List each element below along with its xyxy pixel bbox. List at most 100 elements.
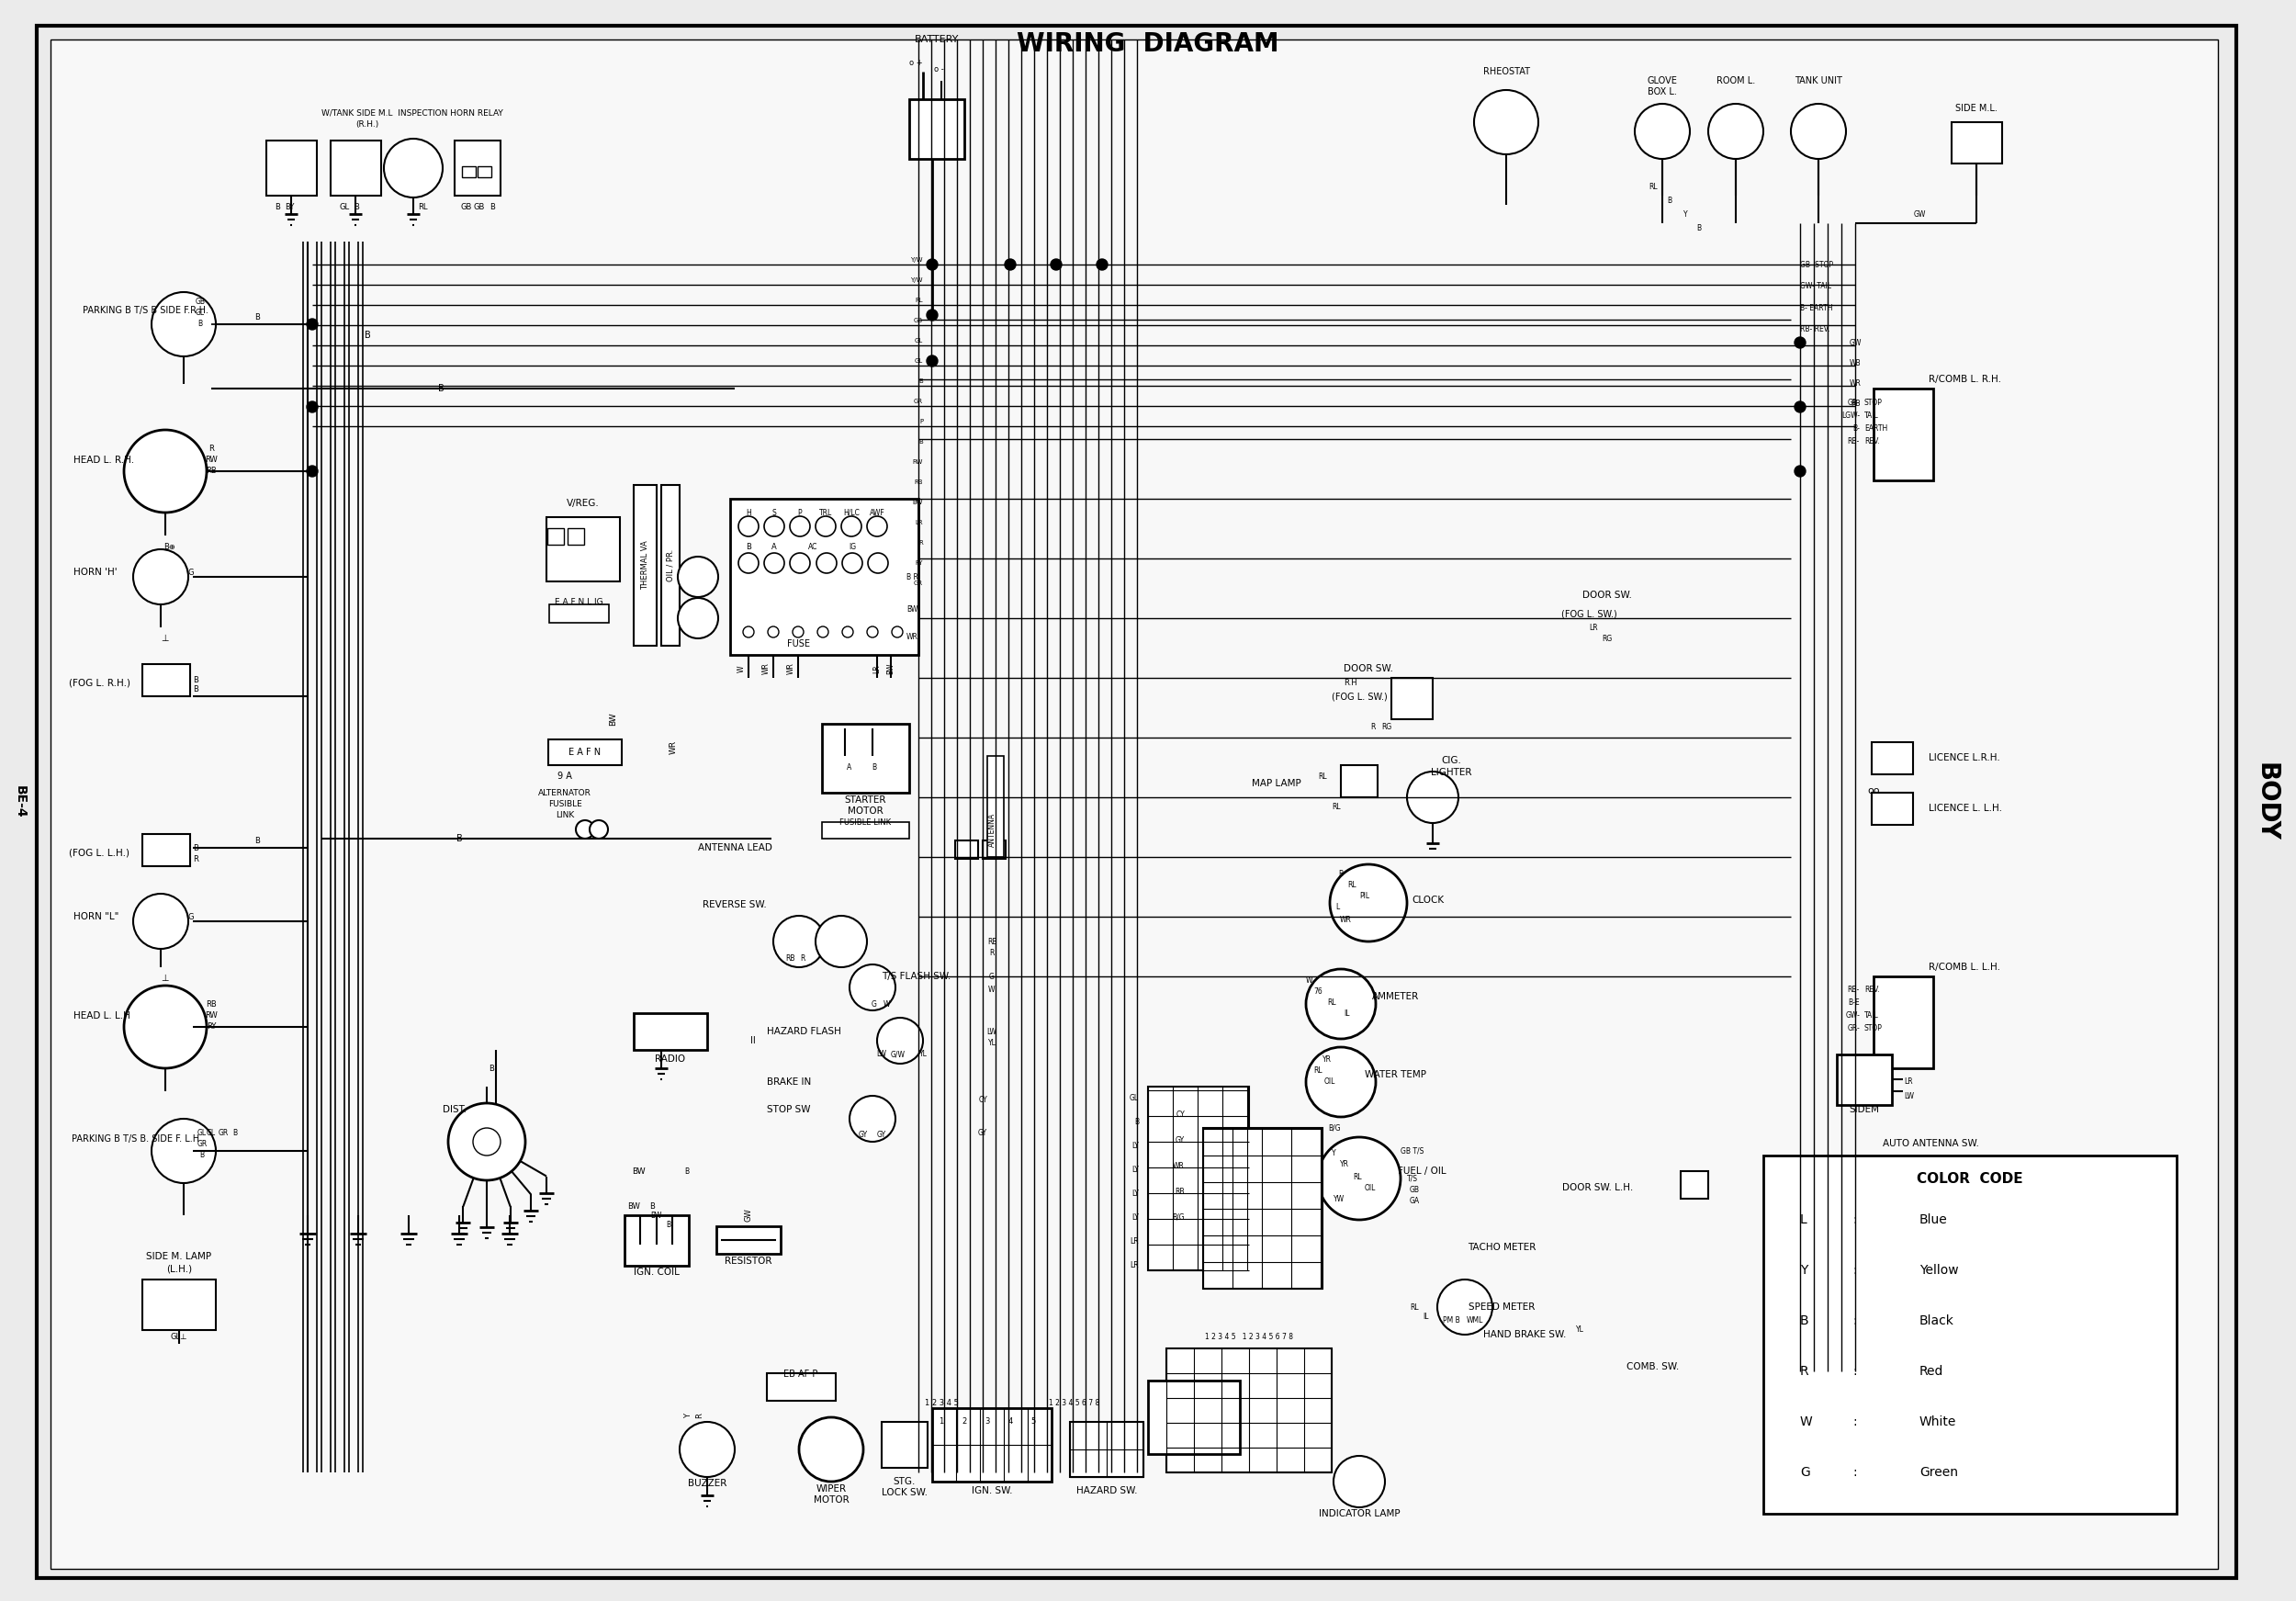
Text: B: B — [197, 319, 202, 328]
Text: WR: WR — [1848, 379, 1862, 387]
Text: R.H: R.H — [1343, 679, 1357, 687]
Text: B: B — [1800, 1314, 1809, 1327]
Bar — [822, 724, 909, 792]
Text: YR: YR — [1341, 1161, 1350, 1169]
Circle shape — [308, 466, 317, 477]
Text: R: R — [918, 540, 923, 546]
Text: 9 A: 9 A — [558, 772, 572, 781]
Circle shape — [308, 319, 317, 330]
Circle shape — [133, 549, 188, 605]
Text: HORN "L": HORN "L" — [73, 913, 119, 921]
Text: RL: RL — [418, 203, 427, 211]
Text: WR: WR — [668, 740, 677, 754]
Text: STG.: STG. — [893, 1478, 916, 1486]
Text: H/LC: H/LC — [843, 509, 859, 517]
Text: BW: BW — [608, 712, 618, 725]
Text: oo: oo — [1867, 786, 1880, 796]
Text: GW: GW — [744, 1209, 753, 1222]
Text: B⊕: B⊕ — [163, 543, 177, 551]
Text: :: : — [1853, 1214, 1857, 1226]
Circle shape — [473, 1129, 501, 1156]
Text: B: B — [918, 439, 923, 445]
Circle shape — [590, 820, 608, 839]
Text: GL: GL — [914, 338, 923, 344]
Text: E A F N: E A F N — [569, 748, 602, 757]
Text: RB: RB — [987, 937, 996, 946]
Text: T/S: T/S — [1407, 1175, 1419, 1183]
Text: W: W — [737, 666, 746, 672]
Circle shape — [383, 139, 443, 197]
Text: RB- REV.: RB- REV. — [1800, 325, 1830, 333]
Circle shape — [843, 626, 854, 637]
Text: B: B — [200, 1151, 204, 1159]
Circle shape — [1795, 338, 1805, 347]
Text: RW: RW — [204, 1010, 218, 1020]
Text: REV.: REV. — [1864, 437, 1880, 445]
Circle shape — [1635, 104, 1690, 158]
Text: BRAKE IN: BRAKE IN — [767, 1077, 810, 1087]
Bar — [1203, 1129, 1322, 1289]
Text: PARKING B T/S B SIDE F.R.H.: PARKING B T/S B SIDE F.R.H. — [83, 306, 209, 315]
Text: W: W — [987, 986, 996, 994]
Circle shape — [850, 1095, 895, 1142]
Text: HEAD L. L.H: HEAD L. L.H — [73, 1012, 131, 1020]
Text: 4: 4 — [1008, 1418, 1013, 1426]
Circle shape — [448, 1103, 526, 1180]
Text: LIGHTER: LIGHTER — [1430, 768, 1472, 776]
Text: GL: GL — [195, 307, 204, 317]
Circle shape — [124, 431, 207, 512]
Text: o -: o - — [934, 64, 944, 74]
Text: GL: GL — [197, 1129, 207, 1137]
Text: GW: GW — [1848, 338, 1862, 347]
Text: LW: LW — [1903, 1092, 1915, 1100]
Circle shape — [152, 1119, 216, 1183]
Text: DOOR SW.: DOOR SW. — [1343, 664, 1394, 674]
Text: :: : — [1853, 1263, 1857, 1276]
Bar — [1681, 1170, 1708, 1199]
Text: Green: Green — [1919, 1467, 1958, 1479]
Text: B: B — [489, 1065, 494, 1073]
Text: LGW-: LGW- — [1841, 411, 1860, 419]
Text: W: W — [1304, 977, 1313, 985]
Text: 2: 2 — [962, 1418, 967, 1426]
Bar — [634, 1013, 707, 1050]
Circle shape — [1052, 259, 1061, 271]
Circle shape — [124, 986, 207, 1068]
Text: REV.: REV. — [1864, 986, 1880, 994]
Circle shape — [891, 626, 902, 637]
Text: P: P — [918, 419, 923, 424]
Text: GW-: GW- — [1846, 1012, 1860, 1020]
Circle shape — [680, 1422, 735, 1478]
Circle shape — [1329, 865, 1407, 941]
Text: 76: 76 — [1313, 988, 1322, 996]
Circle shape — [133, 893, 188, 949]
Text: R: R — [209, 443, 214, 453]
Text: RB: RB — [1851, 399, 1860, 407]
Text: B: B — [1134, 1117, 1139, 1126]
Text: BW: BW — [912, 500, 923, 506]
Circle shape — [677, 557, 719, 597]
Bar — [1070, 1422, 1143, 1478]
Text: STOP SW: STOP SW — [767, 1105, 810, 1114]
Text: (R.H.): (R.H.) — [356, 120, 379, 128]
Text: Y/W: Y/W — [912, 258, 923, 263]
Circle shape — [774, 916, 824, 967]
Text: GW- TAIL: GW- TAIL — [1800, 282, 1832, 290]
Text: AUTO ANTENNA SW.: AUTO ANTENNA SW. — [1883, 1138, 1979, 1148]
Bar — [983, 841, 1006, 858]
Text: R/COMB L. R.H.: R/COMB L. R.H. — [1929, 375, 2002, 384]
Circle shape — [868, 516, 886, 536]
Text: GB-: GB- — [1846, 399, 1860, 407]
Bar — [661, 485, 680, 645]
Bar — [767, 1374, 836, 1401]
Text: R: R — [1371, 722, 1375, 730]
Bar — [882, 1422, 928, 1468]
Text: MOTOR: MOTOR — [813, 1495, 850, 1505]
Text: RHEOSTAT: RHEOSTAT — [1483, 67, 1529, 77]
Text: Black: Black — [1919, 1314, 1954, 1327]
Text: R/COMB L. L.H.: R/COMB L. L.H. — [1929, 962, 2000, 972]
Text: RL: RL — [1313, 1066, 1322, 1074]
Text: G: G — [188, 568, 193, 576]
Text: BOX L.: BOX L. — [1649, 88, 1676, 96]
Text: OIL / PR.: OIL / PR. — [666, 549, 675, 581]
